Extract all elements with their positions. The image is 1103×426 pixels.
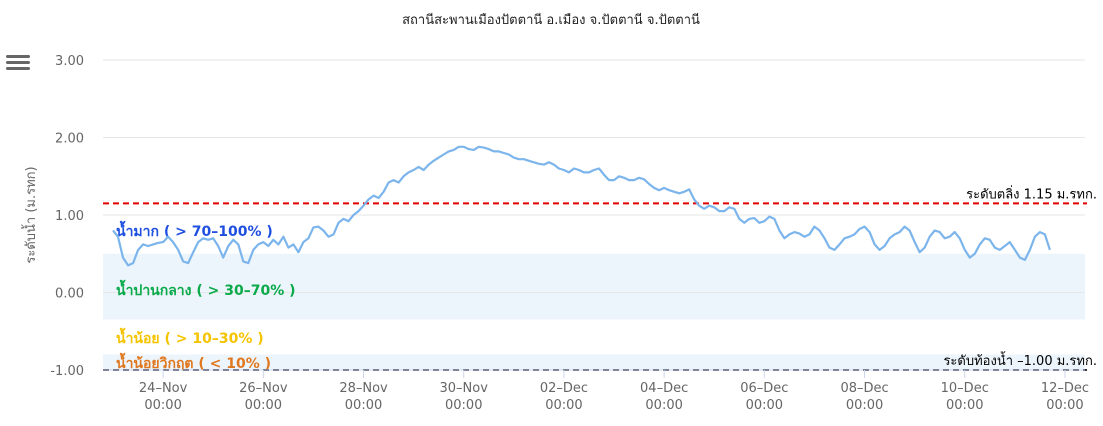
- x-tick-label: 04–Dec: [640, 381, 688, 396]
- x-tick-label: 00:00: [545, 398, 582, 413]
- x-tick-label: 00:00: [445, 398, 482, 413]
- x-tick-label: 00:00: [645, 398, 682, 413]
- y-axis-title: ระดับน้ำ (ม.รทก): [21, 166, 39, 263]
- reference-line-label: ระดับท้องน้ำ –1.00 ม.รทก.: [943, 351, 1097, 369]
- x-tick-label: 10–Dec: [941, 381, 989, 396]
- chart-title: สถานีสะพานเมืองปัตตานี อ.เมือง จ.ปัตตานี…: [402, 12, 700, 28]
- x-tick-label: 00:00: [946, 398, 983, 413]
- x-tick-label: 24–Nov: [139, 381, 188, 396]
- band-3: [103, 354, 1085, 370]
- x-tick-label: 26–Nov: [239, 381, 288, 396]
- y-tick-label: 1.00: [55, 209, 84, 224]
- band-1: [103, 253, 1085, 320]
- menu-bar: [6, 67, 30, 70]
- hamburger-menu-icon[interactable]: [6, 52, 30, 72]
- band-label: น้ำน้อยวิกฤต ( < 10% ): [116, 352, 271, 372]
- y-tick-label: 3.00: [55, 54, 84, 69]
- x-tick-label: 12–Dec: [1041, 381, 1089, 396]
- series-line-0: [112, 145, 1051, 267]
- x-tick-label: 00:00: [245, 398, 282, 413]
- bands-layer: [103, 203, 1085, 370]
- x-tick-label: 00:00: [144, 398, 181, 413]
- y-tick-label: -1.00: [50, 364, 84, 379]
- reference-line-label: ระดับตลิ่ง 1.15 ม.รทก.: [966, 185, 1097, 202]
- x-tick-label: 00:00: [1046, 398, 1083, 413]
- menu-bar: [6, 55, 30, 58]
- band-label: น้ำมาก ( > 70–100% ): [116, 220, 273, 240]
- x-tick-label: 00:00: [345, 398, 382, 413]
- x-tick-label: 00:00: [846, 398, 883, 413]
- menu-bar: [6, 61, 30, 64]
- y-tick-label: 0.00: [55, 287, 84, 302]
- x-tick-label: 28–Nov: [339, 381, 388, 396]
- x-tick-label: 30–Nov: [440, 381, 489, 396]
- band-label: น้ำปานกลาง ( > 30–70% ): [116, 279, 296, 299]
- band-labels-layer: น้ำมาก ( > 70–100% ) น้ำปานกลาง ( > 30–70…: [116, 220, 296, 372]
- y-tick-label: 2.00: [55, 132, 84, 147]
- axis-layer: 3.00 2.00 1.00 0.00 -1.00 24–Nov 00:00 26–Nov 00…: [50, 54, 1089, 413]
- x-tick-label: 06–Dec: [740, 381, 788, 396]
- series-layer: [112, 145, 1051, 267]
- band-2: [103, 319, 1085, 355]
- x-tick-label: 08–Dec: [840, 381, 888, 396]
- band-label: น้ำน้อย ( > 10–30% ): [116, 327, 264, 347]
- x-tick-label: 00:00: [746, 398, 783, 413]
- x-tick-label: 02–Dec: [540, 381, 588, 396]
